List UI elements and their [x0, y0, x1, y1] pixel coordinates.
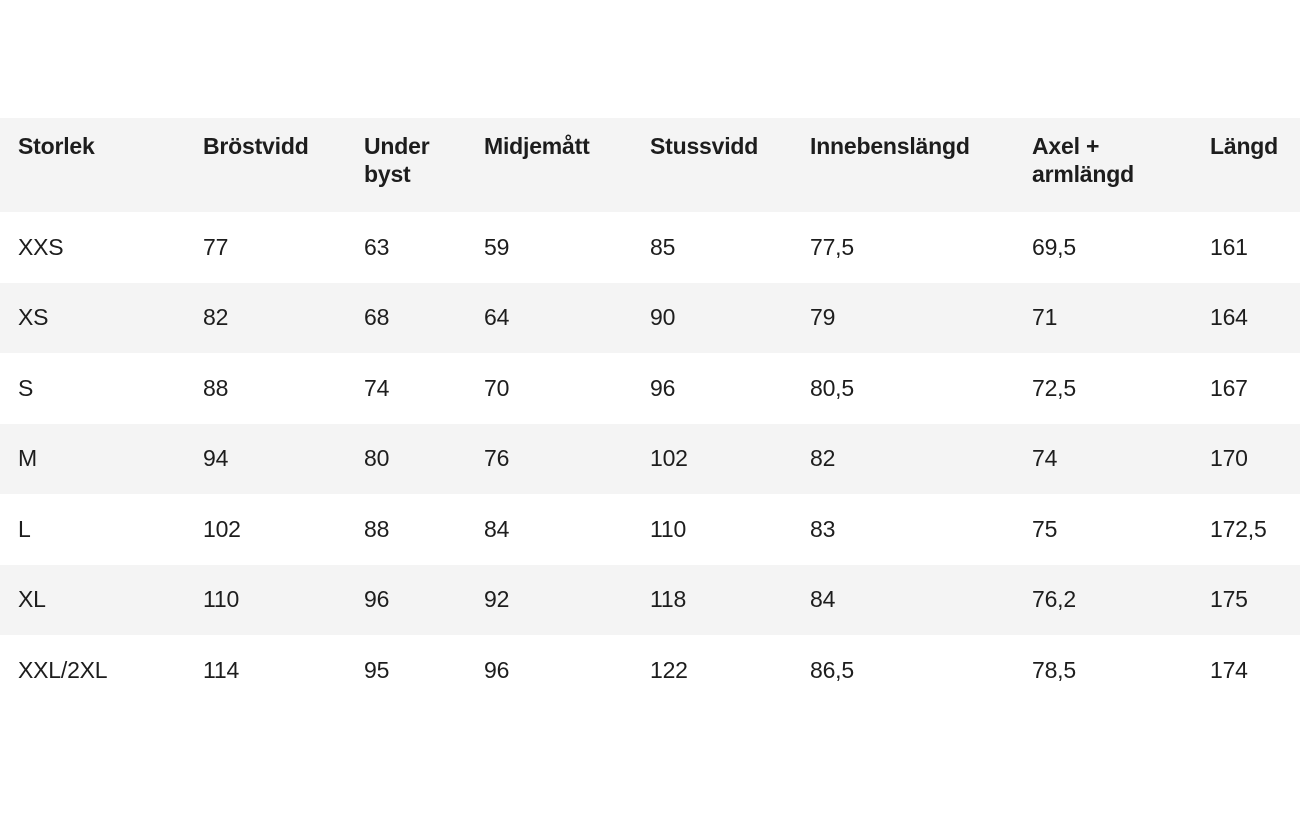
measurement-cell: 167	[1210, 374, 1248, 401]
measurement-cell: 76,2	[1032, 586, 1076, 613]
measurement-cell: 114	[203, 656, 240, 683]
measurement-cell: 80,5	[810, 374, 854, 401]
measurement-cell: 72,5	[1032, 374, 1076, 401]
size-table: Storlek Bröstvidd Under byst Midjemått Stuss…	[0, 118, 1300, 706]
measurement-cell: 96	[364, 586, 390, 613]
measurement-cell: 85	[650, 233, 676, 260]
measurement-cell: 76	[484, 445, 510, 472]
table-body: XXS 77 63 59 85 77,5 69,5 161 XS 82 68 64 90 79 71 164 S…	[0, 212, 1300, 706]
measurement-cell: 90	[650, 304, 676, 331]
measurement-cell: 102	[650, 445, 688, 472]
size-label-cell: S	[18, 374, 34, 401]
measurement-cell: 88	[203, 374, 229, 401]
table-row: XS 82 68 64 90 79 71 164	[0, 282, 1300, 353]
measurement-cell: 161	[1210, 233, 1248, 260]
measurement-cell: 102	[203, 515, 241, 542]
header-cell: Storlek	[18, 133, 95, 159]
size-label-cell: XS	[18, 304, 49, 331]
measurement-cell: 74	[1032, 445, 1058, 472]
table-row: L 102 88 84 110 83 75 172,5	[0, 494, 1300, 565]
measurement-cell: 70	[484, 374, 510, 401]
measurement-cell: 95	[364, 656, 390, 683]
measurement-cell: 96	[650, 374, 676, 401]
measurement-cell: 84	[810, 586, 836, 613]
header-cell: Under byst	[364, 133, 430, 187]
size-label-cell: XXL/2XL	[18, 656, 108, 683]
size-label-cell: L	[18, 515, 31, 542]
measurement-cell: 74	[364, 374, 390, 401]
measurement-cell: 79	[810, 304, 836, 331]
measurement-cell: 78,5	[1032, 656, 1076, 683]
table-row: M 94 80 76 102 82 74 170	[0, 423, 1300, 494]
size-label-cell: M	[18, 445, 37, 472]
measurement-cell: 75	[1032, 515, 1058, 542]
measurement-cell: 59	[484, 233, 510, 260]
measurement-cell: 88	[364, 515, 390, 542]
measurement-cell: 175	[1210, 586, 1248, 613]
header-cell: Axel + armlängd	[1032, 133, 1134, 187]
measurement-cell: 69,5	[1032, 233, 1076, 260]
measurement-cell: 80	[364, 445, 390, 472]
header-cell: Bröstvidd	[203, 133, 309, 159]
measurement-cell: 86,5	[810, 656, 854, 683]
measurement-cell: 77	[203, 233, 229, 260]
table-row: XL 110 96 92 118 84 76,2 175	[0, 564, 1300, 635]
measurement-cell: 64	[484, 304, 510, 331]
measurement-cell: 170	[1210, 445, 1248, 472]
size-chart: Storlek Bröstvidd Under byst Midjemått Stuss…	[0, 118, 1300, 706]
table-row: XXS 77 63 59 85 77,5 69,5 161	[0, 212, 1300, 283]
size-label-cell: XL	[18, 586, 46, 613]
measurement-cell: 96	[484, 656, 510, 683]
measurement-cell: 92	[484, 586, 510, 613]
measurement-cell: 122	[650, 656, 688, 683]
measurement-cell: 83	[810, 515, 836, 542]
measurement-cell: 174	[1210, 656, 1248, 683]
header-cell: Midjemått	[484, 133, 590, 159]
measurement-cell: 172,5	[1210, 515, 1267, 542]
measurement-cell: 110	[650, 515, 687, 542]
header-cell: Innebenslängd	[810, 133, 970, 159]
measurement-cell: 164	[1210, 304, 1248, 331]
table-header-row: Storlek Bröstvidd Under byst Midjemått Stuss…	[0, 118, 1300, 212]
table-row: XXL/2XL 114 95 96 122 86,5 78,5 174	[0, 635, 1300, 706]
size-label-cell: XXS	[18, 233, 64, 260]
header-cell: Längd	[1210, 133, 1278, 159]
measurement-cell: 94	[203, 445, 229, 472]
measurement-cell: 118	[650, 586, 687, 613]
header-cell: Stussvidd	[650, 133, 759, 159]
measurement-cell: 110	[203, 586, 240, 613]
table-row: S 88 74 70 96 80,5 72,5 167	[0, 353, 1300, 424]
measurement-cell: 82	[810, 445, 836, 472]
measurement-cell: 84	[484, 515, 510, 542]
measurement-cell: 68	[364, 304, 390, 331]
measurement-cell: 82	[203, 304, 229, 331]
measurement-cell: 71	[1032, 304, 1058, 331]
measurement-cell: 63	[364, 233, 390, 260]
measurement-cell: 77,5	[810, 233, 854, 260]
